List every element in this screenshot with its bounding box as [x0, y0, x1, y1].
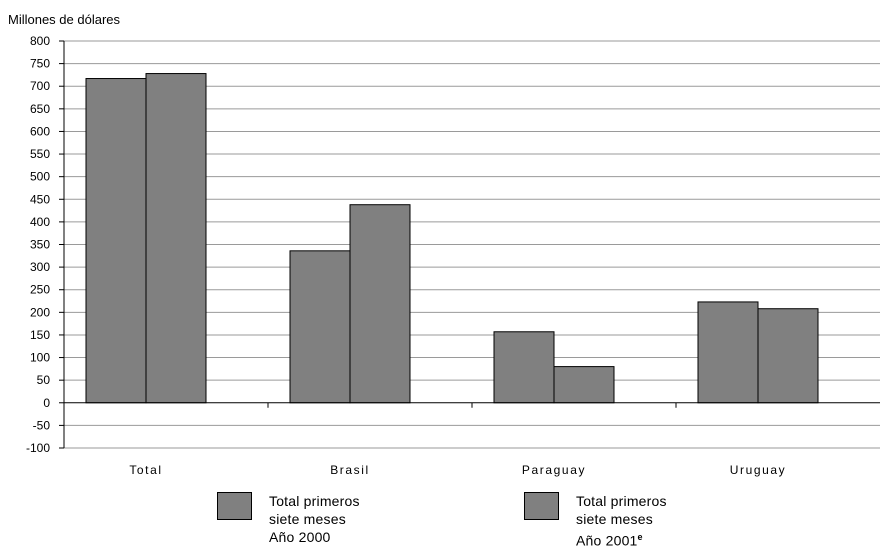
y-tick-label: 650: [30, 102, 50, 116]
y-axis-unit-label: Millones de dólares: [8, 12, 121, 27]
y-tick-label: 100: [30, 351, 50, 365]
y-tick-label: 350: [30, 238, 50, 252]
bar: [553, 366, 615, 404]
bar: [757, 308, 819, 404]
bar-chart: Millones de dólares -100 -50 0 50 100 150 200 2…: [8, 12, 880, 477]
y-tick-label: -50: [33, 418, 51, 432]
legend-label-2001: Total primeros siete meses Año 2001e: [576, 493, 667, 549]
bar: [697, 301, 759, 404]
legend-label-2000: Total primeros siete meses Año 2000: [269, 493, 360, 545]
bar: [289, 250, 351, 404]
y-tick-label: 50: [37, 373, 51, 387]
category-label: Total: [129, 463, 162, 477]
y-tick-label: 750: [30, 57, 50, 71]
bar: [349, 204, 411, 404]
y-tick-label: 400: [30, 215, 50, 229]
legend-item-2000: Total primeros siete meses Año 2000: [217, 492, 360, 546]
y-tick-label: -100: [26, 441, 50, 455]
y-tick-label: 200: [30, 305, 50, 319]
y-tick-label: 250: [30, 283, 50, 297]
y-tick-label: 600: [30, 124, 50, 138]
bars: [85, 73, 819, 404]
category-label: Brasil: [330, 463, 370, 477]
y-tick-label: 300: [30, 260, 50, 274]
legend-item-2001: Total primeros siete meses Año 2001e: [524, 492, 667, 550]
y-tick-label: 0: [43, 396, 50, 410]
category-label: Uruguay: [730, 463, 787, 477]
bar: [145, 73, 207, 404]
y-tick-label: 450: [30, 192, 50, 206]
axes: [59, 40, 880, 449]
bar: [493, 331, 555, 404]
y-tick-labels: -100 -50 0 50 100 150 200 250 300 350 400 450 500 550…: [26, 34, 50, 455]
y-tick-label: 550: [30, 147, 50, 161]
legend-swatch-2001: [524, 492, 559, 520]
y-tick-label: 700: [30, 79, 50, 93]
legend-swatch-2000: [217, 492, 252, 520]
y-tick-label: 500: [30, 170, 50, 184]
y-tick-label: 800: [30, 34, 50, 48]
y-tick-label: 150: [30, 328, 50, 342]
category-labels: Total Brasil Paraguay Uruguay: [129, 463, 787, 477]
bar: [85, 78, 147, 404]
category-label: Paraguay: [522, 463, 586, 477]
